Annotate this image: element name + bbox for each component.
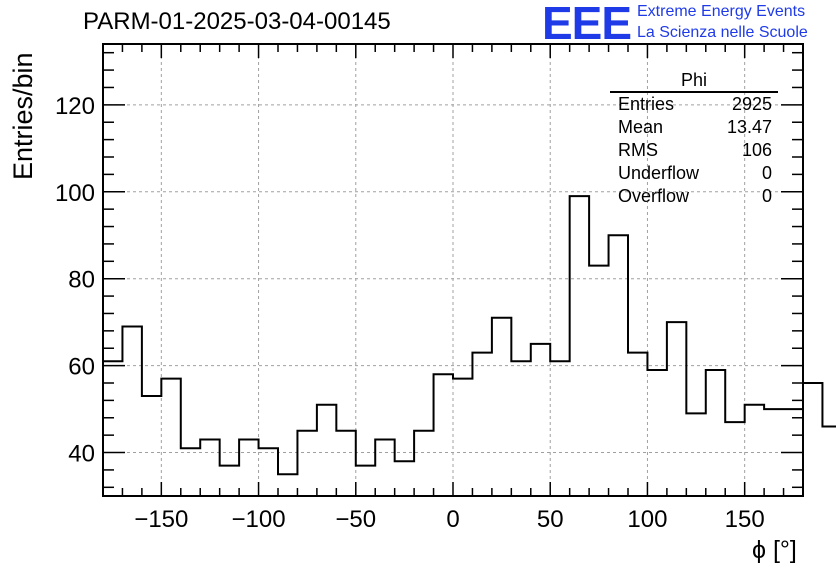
histogram-bin — [220, 466, 239, 496]
x-tick-label: 100 — [627, 506, 667, 533]
y-tick-label: 60 — [68, 354, 95, 381]
tick-marks — [102, 44, 804, 496]
histogram-bin — [511, 361, 530, 496]
x-tick-label: −150 — [134, 506, 188, 533]
histogram-bin — [103, 361, 122, 496]
histogram-bin — [453, 379, 472, 496]
y-tick-label: 80 — [68, 267, 95, 294]
histogram-bin — [200, 440, 219, 497]
eee-logo: EEE — [542, 0, 632, 49]
histogram-bin — [550, 361, 569, 496]
stats-row-underflow: Underflow 0 — [610, 162, 778, 185]
histogram-bin — [414, 431, 433, 496]
y-tick-label: 100 — [55, 180, 95, 207]
x-tick-label: −100 — [232, 506, 286, 533]
histogram-bin — [531, 344, 550, 496]
stats-row-rms: RMS 106 — [610, 139, 778, 162]
chart-title: PARM-01-2025-03-04-00145 — [83, 8, 391, 35]
histogram-bin — [609, 235, 628, 496]
histogram-bin — [725, 422, 744, 496]
stats-label: RMS — [618, 140, 658, 160]
histogram-bin — [570, 196, 589, 496]
histogram-bin — [745, 405, 764, 496]
stats-value: 0 — [761, 163, 772, 183]
stats-value: 106 — [741, 140, 772, 160]
histogram-bin — [122, 327, 141, 497]
stats-value: 13.47 — [726, 117, 772, 137]
histogram-bin — [434, 374, 453, 496]
histogram-bin — [764, 409, 783, 496]
histogram-bin — [822, 426, 836, 496]
y-axis-label: Entries/bin — [8, 52, 38, 180]
stats-row-mean: Mean 13.47 — [610, 116, 778, 139]
histogram-bin — [142, 396, 161, 496]
tick-labels: −150 −100 −50 0 50 100 150 40 60 80 100 120 — [55, 93, 765, 533]
histogram-bin — [356, 466, 375, 496]
stats-row-overflow: Overflow 0 — [610, 185, 778, 208]
histogram-bin — [803, 383, 822, 496]
stats-value: 2925 — [731, 94, 772, 114]
y-tick-label: 40 — [68, 441, 95, 468]
stats-label: Entries — [618, 94, 675, 114]
y-tick-label: 120 — [55, 93, 95, 120]
x-tick-label: −50 — [335, 506, 376, 533]
stats-title: Phi — [610, 70, 778, 93]
histogram-bin — [589, 266, 608, 496]
histogram-bin — [628, 353, 647, 496]
histogram-bin — [395, 461, 414, 496]
histogram-bin — [375, 440, 394, 497]
histogram-bin — [181, 448, 200, 496]
histogram-outline — [103, 195, 836, 476]
logo-tagline-2: La Scienza nelle Scuole — [637, 24, 808, 41]
histogram-bin — [278, 474, 297, 496]
histogram-bin — [239, 440, 258, 497]
histogram-bin — [161, 379, 180, 496]
x-axis-label: ϕ [°] — [752, 536, 797, 564]
histogram-bin — [492, 318, 511, 496]
histogram-bin — [317, 405, 336, 496]
histogram-bin — [259, 448, 278, 496]
histogram-bin — [336, 431, 355, 496]
stats-box: Phi Entries 2925 Mean 13.47 RMS 106 Unde… — [610, 70, 778, 208]
histogram-bin — [647, 370, 666, 496]
x-tick-label: 150 — [725, 506, 765, 533]
histogram-bin — [472, 353, 491, 496]
histogram-bin — [297, 431, 316, 496]
logo-tagline-1: Extreme Energy Events — [637, 3, 806, 20]
stats-value: 0 — [761, 186, 772, 206]
histogram-series — [103, 195, 836, 497]
x-tick-label: 50 — [537, 506, 564, 533]
stats-label: Overflow — [618, 186, 690, 206]
stats-label: Mean — [618, 117, 664, 137]
histogram-bin — [667, 322, 686, 496]
stats-label: Underflow — [618, 163, 700, 183]
x-tick-label: 0 — [446, 506, 459, 533]
stats-row-entries: Entries 2925 — [610, 93, 778, 116]
histogram-bin — [686, 413, 705, 496]
histogram-bin — [706, 370, 725, 496]
